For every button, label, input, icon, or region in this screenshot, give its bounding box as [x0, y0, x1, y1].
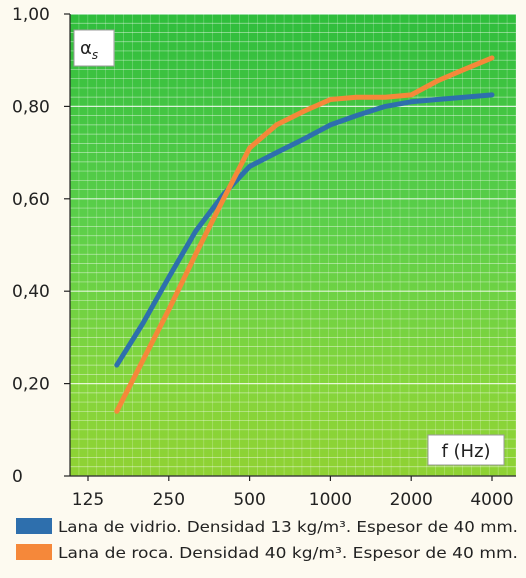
y-axis-label-subscript: s	[92, 48, 98, 62]
y-axis-label: α	[80, 38, 92, 59]
y-tick-label: 1,00	[12, 5, 50, 25]
legend-swatch	[16, 544, 52, 560]
series-line-1	[114, 92, 495, 368]
y-label-box: αs	[73, 29, 115, 67]
x-axis-label: f (Hz)	[441, 441, 490, 462]
legend-label: Lana de roca. Densidad 40 kg/m³. Espesor…	[58, 544, 518, 562]
grid	[69, 13, 517, 477]
x-tick-label: 125	[72, 490, 104, 510]
series-lines	[114, 55, 495, 414]
x-tick-label: 4000	[470, 490, 513, 510]
series-line-2	[114, 55, 495, 414]
legend: Lana de vidrio. Densidad 13 kg/m³. Espes…	[16, 518, 518, 562]
x-tick-label: 1000	[309, 490, 352, 510]
x-tick-label: 2000	[390, 490, 433, 510]
legend-label: Lana de vidrio. Densidad 13 kg/m³. Espes…	[58, 518, 518, 536]
y-tick-label: 0	[12, 467, 23, 487]
y-axis: 0 0,20 0,40 0,60 0,80 1,00	[12, 5, 70, 487]
y-tick-label: 0,80	[12, 97, 50, 117]
x-tick-label: 500	[233, 490, 265, 510]
y-tick-label: 0,20	[12, 375, 50, 395]
y-tick-label: 0,40	[12, 282, 50, 302]
x-label-box: f (Hz)	[427, 434, 505, 466]
legend-swatch	[16, 518, 52, 534]
y-axis-label-text: αs	[80, 38, 98, 62]
x-axis: 125 250 500 1000 2000 4000	[72, 476, 514, 510]
x-tick-label: 250	[153, 490, 185, 510]
y-tick-label: 0,60	[12, 190, 50, 210]
